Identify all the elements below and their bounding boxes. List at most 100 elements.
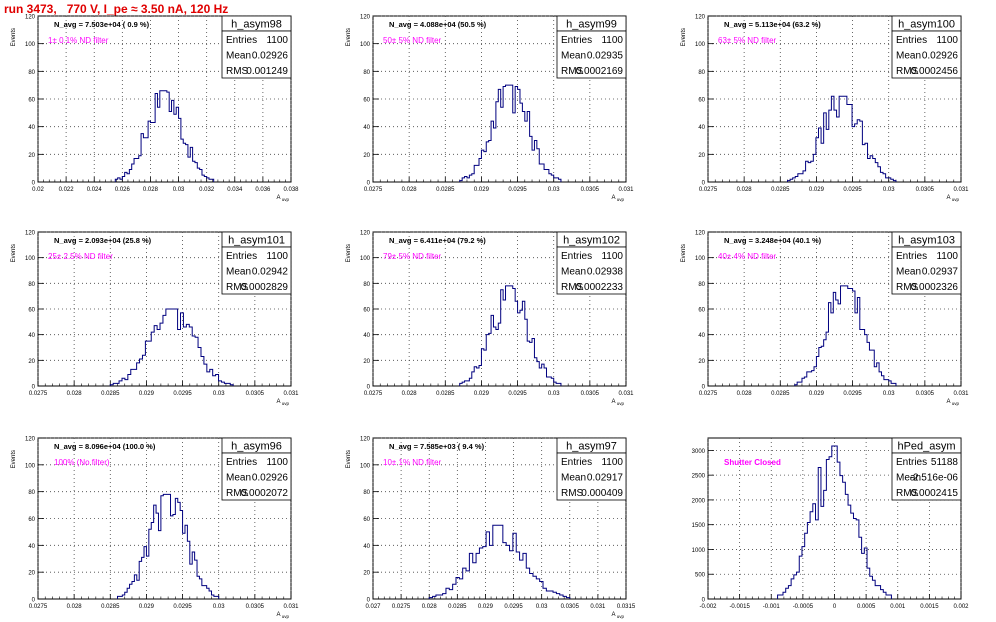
- x-tick-label: 0.03: [213, 604, 225, 610]
- y-tick-label: 120: [360, 231, 371, 237]
- y-axis-title: Events: [681, 244, 687, 262]
- x-tick-label: 0.0285: [771, 187, 790, 193]
- y-tick-label: 1500: [692, 523, 706, 529]
- stats-key-mean: Mean: [561, 267, 586, 278]
- y-tick-label: 100: [25, 42, 36, 48]
- x-tick-label: -0.002: [699, 604, 717, 610]
- y-tick-label: 20: [698, 359, 705, 365]
- y-tick-label: 120: [695, 231, 706, 237]
- x-tick-label: 0.0305: [246, 391, 265, 397]
- navg-header: N_avg = 4.088e+04 (50.5 %): [389, 20, 487, 29]
- histogram-bars: [428, 524, 571, 599]
- x-tick-label: 0.03: [548, 187, 560, 193]
- x-tick-label: 0.0275: [699, 391, 718, 397]
- stats-key-entries: Entries: [896, 35, 927, 46]
- x-tick-label: 0.02: [32, 187, 44, 193]
- x-tick-label: 0.001: [890, 604, 906, 610]
- y-tick-label: 40: [363, 544, 370, 550]
- stats-key-entries: Entries: [896, 457, 927, 468]
- stats-box: [221, 452, 292, 501]
- y-tick-label: 100: [360, 256, 371, 262]
- x-tick-label: 0.0295: [843, 391, 862, 397]
- stats-value-mean: 0.02926: [252, 473, 289, 484]
- y-tick-label: 3000: [692, 449, 706, 455]
- histogram-panel-h_asym98: 0.02 0.022 0.024 0.026 0.028 0.03 0.032 0.034 0.…: [11, 15, 299, 203]
- y-tick-label: 80: [28, 282, 35, 288]
- stats-value-mean: 0.02938: [587, 267, 624, 278]
- y-tick-label: 100: [25, 256, 36, 262]
- x-tick-label: -0.001: [763, 604, 781, 610]
- stats-value-rms: 0.001249: [246, 66, 288, 77]
- y-tick-label: 80: [363, 490, 370, 496]
- stats-box: [556, 452, 627, 501]
- y-tick-label: 120: [25, 231, 36, 237]
- x-tick-label: 0.031: [283, 391, 299, 397]
- stats-value-entries: 1100: [266, 35, 288, 46]
- x-axis-title: A uvp: [946, 399, 959, 406]
- y-tick-label: 40: [698, 333, 705, 339]
- histogram-panel-h_asym97: 0.027 0.0275 0.028 0.0285 0.029 0.0295 0.03 0.0…: [346, 437, 636, 620]
- x-tick-label: 0.029: [139, 604, 155, 610]
- x-tick-label: 0.0305: [916, 187, 935, 193]
- x-tick-label: 0.029: [809, 187, 825, 193]
- x-tick-label: 0.0275: [364, 187, 383, 193]
- x-tick-label: 0.031: [953, 391, 969, 397]
- x-tick-label: 0.0275: [29, 604, 48, 610]
- stats-box: [221, 246, 292, 295]
- x-axis-title: A uvp: [611, 195, 624, 202]
- x-tick-label: 0.028: [422, 604, 438, 610]
- y-tick-label: 60: [698, 98, 705, 104]
- y-tick-label: 20: [363, 571, 370, 577]
- run-title: run 3473, 770 V, I_pe ≈ 3.50 nA, 120 Hz: [4, 2, 229, 16]
- stats-key-entries: Entries: [561, 35, 592, 46]
- y-tick-label: 1000: [692, 548, 706, 554]
- y-tick-label: 120: [25, 437, 36, 443]
- y-tick-label: 2500: [692, 474, 706, 480]
- y-tick-label: 60: [363, 308, 370, 314]
- stats-value-rms: 0.0002456: [911, 66, 959, 77]
- navg-header: N_avg = 3.248e+04 (40.1 %): [724, 236, 822, 245]
- histogram-name: h_asym97: [566, 441, 617, 453]
- y-tick-label: 80: [363, 282, 370, 288]
- histogram-name: h_asym98: [231, 19, 282, 31]
- stats-value-mean: 0.02926: [252, 51, 289, 62]
- stats-key-rms: RMS: [226, 488, 249, 499]
- y-tick-label: 60: [363, 517, 370, 523]
- x-tick-label: 0.03: [213, 391, 225, 397]
- x-tick-label: 0.028: [402, 187, 418, 193]
- histogram-bars: [114, 90, 215, 182]
- stats-value-entries: 1100: [601, 251, 623, 262]
- x-tick-label: -0.0015: [729, 604, 750, 610]
- y-tick-label: 80: [698, 282, 705, 288]
- filter-annotation: Shutter Closed: [724, 458, 781, 467]
- histogram-name: h_asym102: [563, 235, 620, 247]
- x-axis-title: A uvp: [946, 195, 959, 202]
- stats-value-entries: 51188: [931, 457, 959, 468]
- y-tick-label: 80: [28, 70, 35, 76]
- stats-key-mean: Mean: [896, 267, 921, 278]
- histogram-bars: [109, 308, 234, 386]
- y-tick-label: 20: [363, 359, 370, 365]
- x-tick-label: 0.027: [365, 604, 381, 610]
- x-tick-label: 0.0305: [246, 604, 265, 610]
- y-tick-label: 120: [695, 15, 706, 21]
- x-tick-label: 0.0005: [857, 604, 876, 610]
- stats-key-rms: RMS: [226, 66, 249, 77]
- histogram-panel-hPed_asym: -0.002 -0.0015 -0.001 -0.0005 0 0.0005 0.001 0.…: [692, 437, 969, 610]
- histogram-panel-h_asym101: 0.0275 0.028 0.0285 0.029 0.0295 0.03 0.0305 0.…: [11, 231, 299, 407]
- y-tick-label: 120: [25, 15, 36, 21]
- x-tick-label: 0.029: [139, 391, 155, 397]
- histogram-bars: [459, 84, 562, 182]
- x-tick-label: 0: [833, 604, 837, 610]
- stats-value-rms: 0.0002415: [911, 488, 959, 499]
- x-tick-label: 0.002: [953, 604, 969, 610]
- x-tick-label: 0.0285: [771, 391, 790, 397]
- stats-value-mean: -2.516e-06: [910, 473, 959, 484]
- histogram-panel-h_asym103: 0.0275 0.028 0.0285 0.029 0.0295 0.03 0.0305 0.…: [681, 231, 969, 407]
- y-axis-title: Events: [346, 28, 352, 46]
- y-tick-label: 100: [25, 463, 36, 469]
- x-tick-label: 0.028: [402, 391, 418, 397]
- y-tick-label: 100: [695, 42, 706, 48]
- y-tick-label: 20: [28, 153, 35, 159]
- y-tick-label: 20: [363, 153, 370, 159]
